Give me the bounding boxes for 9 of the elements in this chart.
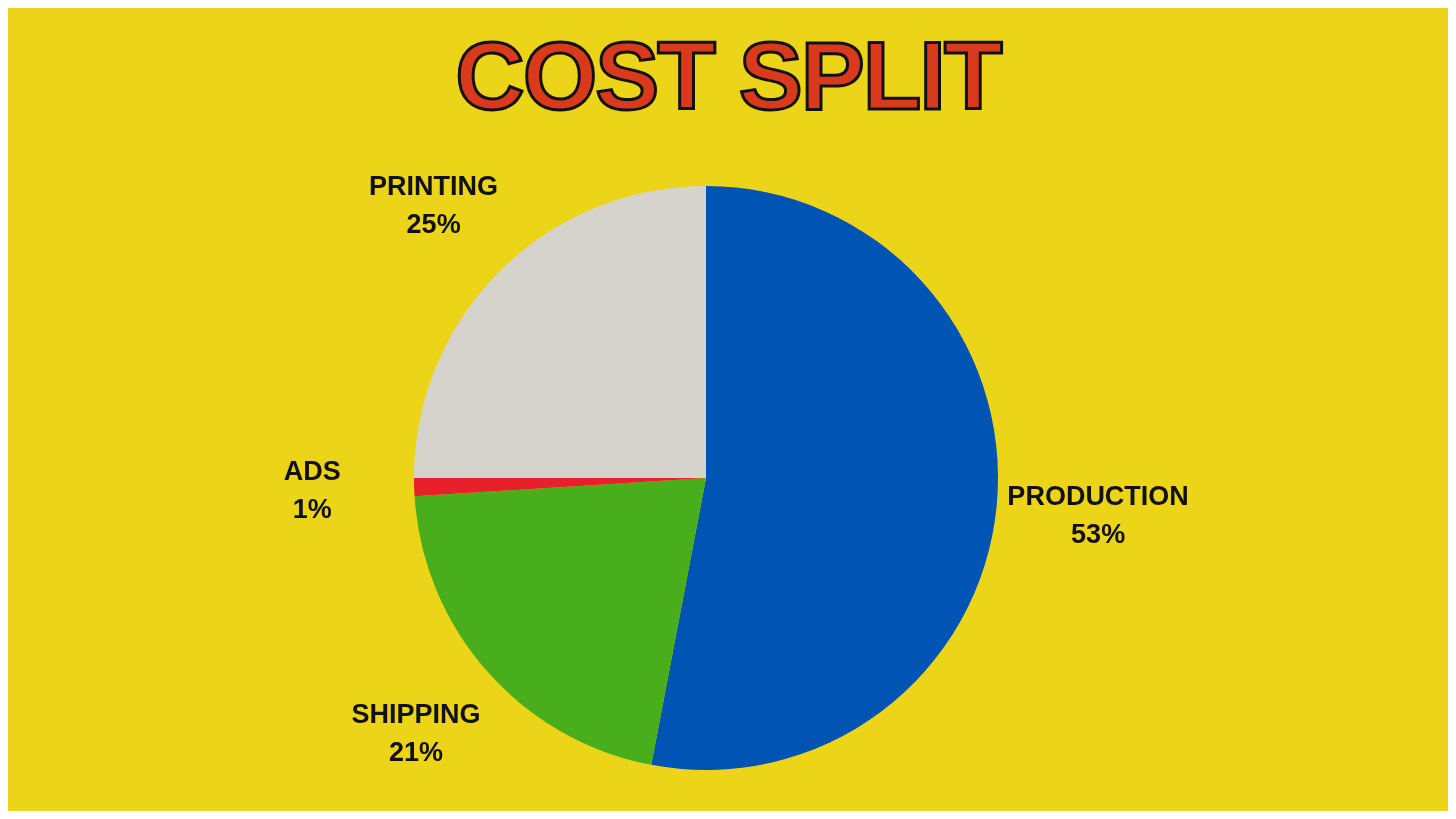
chart-title: COST SPLIT: [454, 21, 1003, 131]
data-label: 1%: [292, 493, 332, 524]
slice-label: SHIPPING: [351, 699, 481, 730]
slice-label: PRODUCTION: [1007, 480, 1189, 511]
data-label: 25%: [406, 209, 461, 240]
slice-label: ADS: [283, 455, 341, 486]
slice-label: PRINTING: [369, 171, 499, 202]
data-label: 53%: [1071, 518, 1126, 549]
data-label: 21%: [389, 737, 444, 768]
